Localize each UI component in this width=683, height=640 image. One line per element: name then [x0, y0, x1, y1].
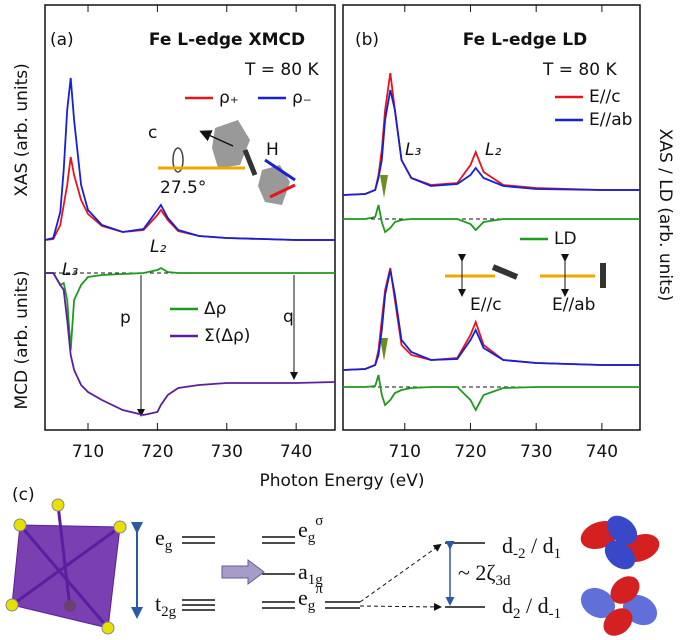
- level-label: ~ 2ζ3d: [458, 560, 511, 589]
- legend-label: E//ab: [589, 110, 632, 130]
- label-part: -1: [549, 606, 562, 622]
- level-label: d2 / d-1: [502, 593, 561, 622]
- legend-label: Δρ: [204, 299, 226, 319]
- label-part: g: [308, 598, 316, 614]
- x-axis-label: Photon Energy (eV): [260, 471, 425, 491]
- annotation: p: [120, 308, 131, 328]
- annotation: L₃: [62, 260, 78, 280]
- x-tick-label: 730: [520, 442, 552, 462]
- x-tick-label: 710: [72, 442, 104, 462]
- annotation: (b): [355, 30, 379, 50]
- series-line: [343, 375, 640, 410]
- level-label: egσ: [298, 513, 323, 546]
- octahedron: [6, 499, 126, 634]
- label-part: -2: [513, 546, 526, 562]
- label-part: a: [298, 559, 308, 584]
- geometry-b: [380, 175, 603, 361]
- label-part: ~ 2ζ: [458, 560, 496, 585]
- level-label: eg: [155, 525, 173, 554]
- label-part: 3d: [496, 573, 512, 589]
- label-part: 2: [513, 606, 521, 622]
- label-part: 2g: [161, 604, 177, 620]
- legend-label: Σ(Δρ): [204, 326, 250, 346]
- label-part: / d: [521, 593, 549, 618]
- label-part: d: [502, 593, 513, 618]
- y-axis-label: XAS / LD (arb. units): [655, 129, 675, 302]
- annotation: (a): [50, 30, 74, 50]
- orbitals: [575, 510, 663, 640]
- label-part: π: [315, 581, 323, 597]
- x-tick-label: 710: [389, 442, 421, 462]
- chart-title: Fe L-edge XMCD: [149, 30, 305, 50]
- annotation: c: [148, 123, 157, 143]
- x-tick-label: 740: [280, 442, 312, 462]
- series-line: [45, 273, 335, 415]
- label-part: 1: [554, 546, 562, 562]
- annotation: T = 80 K: [244, 60, 319, 80]
- series-line: [343, 270, 640, 370]
- label-part: e: [298, 585, 308, 610]
- annotation: E//c: [470, 295, 502, 315]
- arrow: [222, 560, 264, 584]
- annotation: E//ab: [552, 295, 595, 315]
- annotation: L₂: [150, 237, 166, 257]
- legend-label: E//c: [589, 87, 621, 107]
- legend-label: ρ₊: [219, 88, 239, 108]
- level-label: d-2 / d1: [502, 533, 561, 562]
- panel-label: (c): [12, 485, 35, 505]
- annotation: L₂: [485, 140, 501, 160]
- label-part: d: [502, 533, 513, 558]
- annotation: 27.5°: [160, 178, 206, 198]
- level-label: t2g: [155, 591, 177, 620]
- label-part: e: [155, 525, 165, 550]
- y-axis-label: MCD (arb. units): [12, 270, 32, 409]
- annotation: T = 80 K: [542, 60, 617, 80]
- legend-label: LD: [554, 229, 577, 249]
- x-tick-label: 720: [141, 442, 173, 462]
- legend-label: ρ₋: [292, 88, 312, 108]
- chart-title: Fe L-edge LD: [463, 30, 588, 50]
- label-part: e: [298, 517, 308, 542]
- x-tick-label: 730: [211, 442, 243, 462]
- label-part: g: [165, 538, 173, 554]
- figure: Photon Energy (eV) (c) 710 720 730 740 ρ₊ ρ₋ Δ…: [0, 0, 683, 640]
- annotation: H: [266, 140, 279, 160]
- annotation: L₃: [405, 140, 421, 160]
- x-tick-label: 740: [586, 442, 618, 462]
- annotation: q: [283, 307, 294, 327]
- label-part: g: [308, 530, 316, 546]
- label-part: / d: [526, 533, 554, 558]
- x-tick-label: 720: [454, 442, 486, 462]
- y-axis-label: XAS (arb. units): [12, 63, 32, 197]
- label-part: σ: [315, 513, 323, 529]
